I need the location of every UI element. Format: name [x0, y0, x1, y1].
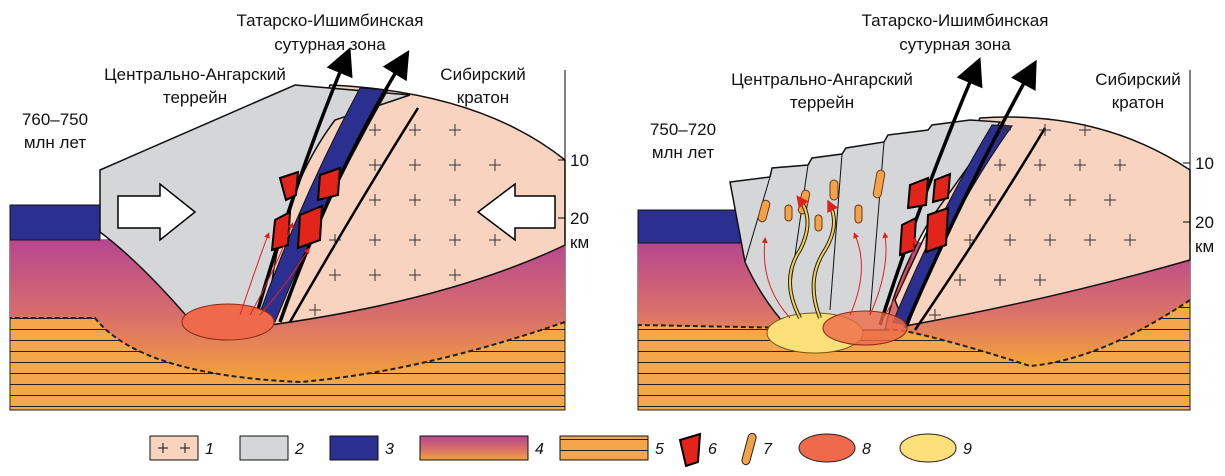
legend-swatch	[240, 436, 288, 460]
depth-label: 10	[1195, 154, 1214, 173]
layer-3	[10, 205, 100, 240]
legend-swatch	[799, 434, 855, 462]
right-panel: Татарско-Ишимбинская сутурная зона Центр…	[638, 11, 1214, 410]
label: Татарско-Ишимбинская	[862, 11, 1049, 30]
depth-unit: км	[570, 233, 589, 252]
legend-swatch	[680, 434, 700, 466]
legend-swatch	[560, 436, 648, 460]
legend-swatch	[420, 436, 528, 460]
depth-label: 20	[570, 209, 589, 228]
legend-label: 7	[763, 441, 773, 458]
legend-swatch	[330, 436, 378, 460]
age: млн лет	[24, 133, 87, 152]
melt-8	[823, 311, 907, 345]
legend: 1 2 3 4 5 6 7 8 9	[150, 433, 972, 466]
melt-8	[182, 304, 274, 340]
legend-label: 6	[708, 441, 717, 458]
legend-swatch	[741, 433, 757, 466]
label: Центрально-Ангарский	[731, 70, 913, 89]
label: сутурная зона	[274, 35, 386, 54]
legend-label: 4	[535, 441, 544, 458]
depth-unit: км	[1195, 237, 1214, 256]
age: 750–720	[650, 120, 716, 139]
depth-label: 20	[1195, 213, 1214, 232]
age: млн лет	[652, 143, 715, 162]
granite	[926, 208, 948, 252]
label: террейн	[790, 93, 854, 112]
label: сутурная зона	[899, 35, 1011, 54]
label: террейн	[163, 88, 227, 107]
label: Сибирский	[440, 65, 525, 84]
legend-label: 1	[205, 441, 214, 458]
age: 760–750	[22, 110, 88, 129]
depth-label: 10	[570, 151, 589, 170]
label: Татарско-Ишимбинская	[237, 11, 424, 30]
label: кратон	[1112, 93, 1164, 112]
legend-label: 3	[385, 441, 394, 458]
diagram: Татарско-Ишимбинская сутурная зона Центр…	[0, 0, 1225, 471]
layer-3	[638, 210, 743, 243]
label: кратон	[457, 88, 509, 107]
label: Центрально-Ангарский	[104, 65, 286, 84]
legend-swatch	[900, 434, 956, 462]
legend-label: 9	[963, 441, 972, 458]
legend-label: 5	[655, 441, 664, 458]
legend-label: 2	[294, 441, 304, 458]
left-panel: Татарско-Ишимбинская сутурная зона Центр…	[10, 11, 589, 410]
label: Сибирский	[1095, 70, 1180, 89]
legend-label: 8	[862, 441, 871, 458]
legend-swatch	[150, 436, 198, 460]
